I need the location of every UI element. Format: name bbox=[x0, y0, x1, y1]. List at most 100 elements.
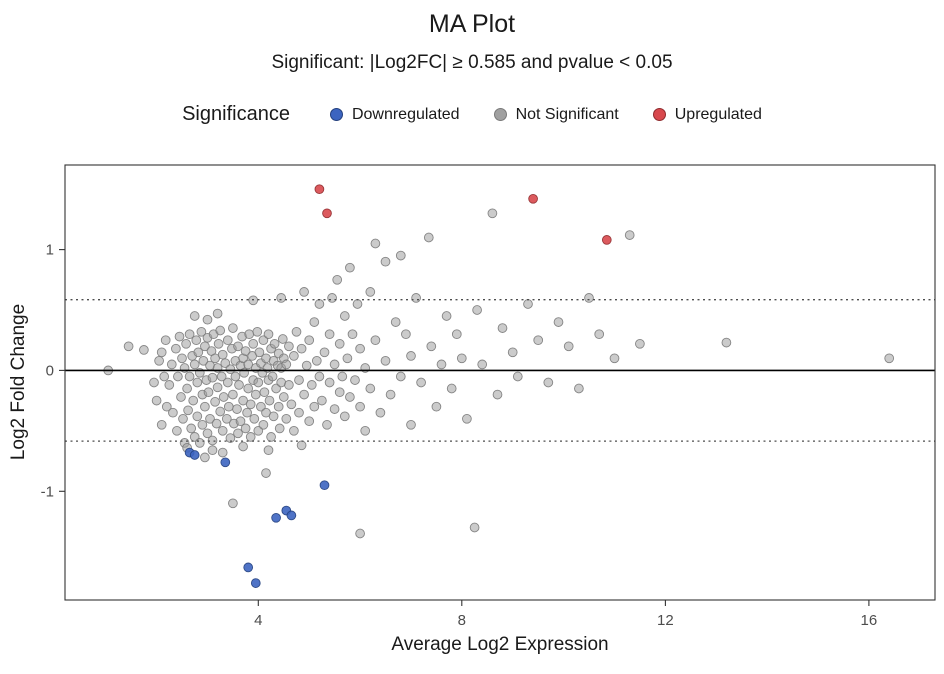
data-point-not-significant bbox=[223, 401, 234, 412]
x-axis-title: Average Log2 Expression bbox=[391, 634, 609, 655]
data-point-not-significant bbox=[154, 355, 164, 366]
data-point-not-significant bbox=[314, 299, 325, 309]
data-point-downregulated bbox=[243, 562, 254, 573]
data-point-not-significant bbox=[332, 274, 343, 285]
data-point-not-significant bbox=[436, 359, 447, 370]
data-point-not-significant bbox=[234, 380, 244, 390]
data-point-not-significant bbox=[274, 423, 285, 434]
data-point-not-significant bbox=[268, 411, 279, 422]
data-point-not-significant bbox=[339, 311, 350, 321]
x-tick-label: 16 bbox=[861, 612, 878, 629]
y-tick-label: 1 bbox=[46, 242, 54, 259]
data-point-not-significant bbox=[217, 349, 228, 360]
data-point-not-significant bbox=[160, 335, 171, 346]
data-point-not-significant bbox=[207, 372, 218, 383]
data-point-not-significant bbox=[245, 399, 256, 410]
data-point-not-significant bbox=[456, 353, 467, 364]
data-point-not-significant bbox=[139, 345, 149, 355]
data-point-not-significant bbox=[240, 423, 251, 434]
y-tick-label: -1 bbox=[41, 483, 54, 500]
data-point-not-significant bbox=[212, 382, 223, 393]
data-point-not-significant bbox=[233, 341, 243, 352]
data-point-not-significant bbox=[261, 468, 271, 478]
data-point-not-significant bbox=[284, 380, 294, 390]
x-tick-label: 8 bbox=[458, 612, 466, 629]
data-point-not-significant bbox=[259, 387, 270, 398]
data-point-not-significant bbox=[172, 425, 182, 436]
data-point-not-significant bbox=[184, 371, 195, 382]
data-point-not-significant bbox=[269, 338, 280, 349]
data-point-not-significant bbox=[212, 308, 223, 319]
data-point-not-significant bbox=[217, 447, 228, 458]
data-point-not-significant bbox=[477, 359, 488, 370]
data-point-not-significant bbox=[203, 387, 214, 398]
data-point-not-significant bbox=[507, 347, 518, 358]
data-point-not-significant bbox=[186, 423, 197, 434]
data-point-not-significant bbox=[202, 428, 213, 439]
data-point-not-significant bbox=[218, 392, 229, 402]
data-point-not-significant bbox=[355, 401, 365, 412]
data-point-not-significant bbox=[309, 317, 320, 327]
data-point-not-significant bbox=[286, 399, 297, 410]
data-point-not-significant bbox=[235, 416, 246, 427]
data-point-not-significant bbox=[198, 355, 209, 366]
data-point-downregulated bbox=[220, 457, 231, 468]
data-point-not-significant bbox=[324, 377, 335, 388]
data-point-downregulated bbox=[319, 480, 330, 491]
data-point-not-significant bbox=[543, 377, 554, 388]
data-point-not-significant bbox=[207, 445, 218, 456]
data-point-not-significant bbox=[189, 311, 200, 321]
data-point-not-significant bbox=[284, 341, 294, 352]
data-point-not-significant bbox=[347, 329, 358, 340]
data-point-not-significant bbox=[156, 419, 167, 430]
data-point-not-significant bbox=[221, 413, 232, 424]
data-point-not-significant bbox=[159, 371, 170, 382]
data-point-not-significant bbox=[523, 299, 533, 309]
data-point-not-significant bbox=[294, 407, 304, 418]
data-point-not-significant bbox=[327, 293, 337, 303]
data-point-not-significant bbox=[149, 377, 159, 388]
data-point-not-significant bbox=[254, 347, 265, 358]
data-point-not-significant bbox=[304, 416, 315, 427]
data-point-not-significant bbox=[337, 371, 348, 382]
data-point-not-significant bbox=[273, 401, 284, 412]
data-point-not-significant bbox=[406, 351, 416, 361]
data-point-not-significant bbox=[168, 407, 178, 418]
data-point-not-significant bbox=[574, 383, 584, 394]
data-point-not-significant bbox=[426, 341, 437, 352]
data-point-not-significant bbox=[228, 389, 238, 400]
data-point-not-significant bbox=[370, 238, 381, 249]
data-point-not-significant bbox=[624, 230, 635, 240]
data-point-not-significant bbox=[243, 383, 254, 394]
data-point-not-significant bbox=[334, 387, 345, 398]
data-point-not-significant bbox=[156, 347, 167, 358]
data-point-not-significant bbox=[249, 413, 260, 424]
data-point-not-significant bbox=[395, 250, 406, 261]
data-point-not-significant bbox=[238, 441, 248, 452]
x-tick-label: 12 bbox=[657, 612, 674, 629]
data-point-not-significant bbox=[174, 331, 185, 342]
data-point-not-significant bbox=[123, 341, 134, 352]
legend-item-label: Upregulated bbox=[674, 105, 762, 123]
data-point-not-significant bbox=[217, 425, 228, 436]
data-point-not-significant bbox=[355, 528, 365, 539]
data-point-not-significant bbox=[306, 380, 317, 390]
data-point-not-significant bbox=[183, 405, 193, 416]
data-point-not-significant bbox=[240, 346, 251, 356]
data-point-not-significant bbox=[244, 329, 255, 340]
data-point-not-significant bbox=[345, 262, 355, 273]
data-point-not-significant bbox=[263, 329, 274, 340]
data-point-not-significant bbox=[215, 325, 226, 336]
plot-area: 4 8 12 16 -1 0 1 bbox=[41, 164, 936, 629]
downregulated-dot-icon bbox=[329, 108, 343, 121]
data-point-not-significant bbox=[225, 364, 236, 375]
data-point-not-significant bbox=[304, 335, 315, 346]
data-point-upregulated bbox=[314, 184, 325, 195]
data-point-not-significant bbox=[411, 293, 421, 303]
data-point-not-significant bbox=[200, 401, 210, 412]
data-point-not-significant bbox=[406, 419, 416, 430]
data-point-not-significant bbox=[216, 371, 227, 382]
data-point-not-significant bbox=[462, 413, 472, 424]
data-point-not-significant bbox=[492, 389, 503, 400]
data-point-not-significant bbox=[317, 395, 327, 406]
